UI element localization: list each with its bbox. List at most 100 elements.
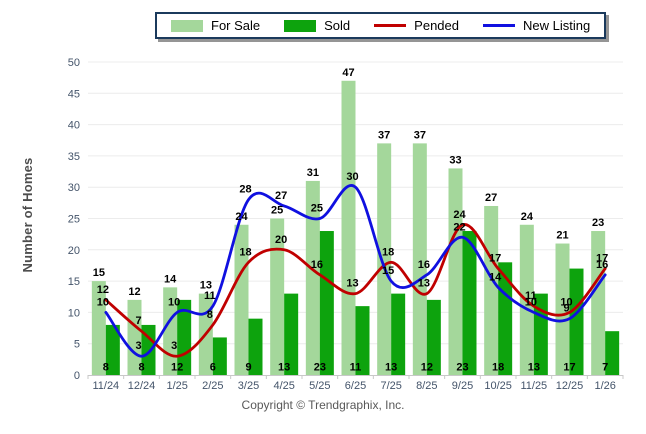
pended-value-label: 10: [560, 296, 572, 308]
copyright-text: Copyright © Trendgraphix, Inc.: [241, 398, 405, 412]
new-listing-value-label: 16: [596, 259, 608, 271]
pended-value-label: 7: [135, 315, 141, 327]
new-listing-value-label: 25: [311, 203, 323, 215]
new-listing-value-label: 27: [275, 190, 287, 202]
for-sale-swatch-icon: [171, 19, 203, 32]
x-tick-label: 5/25: [309, 380, 330, 392]
pended-value-label: 20: [275, 234, 287, 246]
pended-value-label: 16: [311, 259, 323, 271]
bar-for-sale: [234, 224, 249, 375]
sold-value-label: 13: [278, 362, 290, 374]
legend-item-for-sale: For Sale: [171, 18, 260, 33]
bar-sold: [141, 324, 156, 375]
legend-item-new-listing: New Listing: [483, 18, 590, 33]
bar-for-sale: [555, 243, 570, 375]
legend-label-sold: Sold: [324, 18, 351, 33]
sold-value-label: 8: [138, 362, 144, 374]
y-tick-label: 5: [74, 339, 80, 351]
y-tick-label: 35: [68, 151, 80, 163]
sold-value-label: 9: [245, 362, 251, 374]
bar-sold: [284, 293, 299, 375]
x-tick-label: 11/25: [520, 380, 547, 392]
new-listing-value-label: 3: [135, 340, 141, 352]
sold-value-label: 12: [171, 362, 183, 374]
sold-value-label: 13: [528, 362, 540, 374]
new-listing-value-label: 9: [563, 303, 569, 315]
pended-value-label: 13: [346, 278, 358, 290]
pended-value-label: 18: [382, 246, 394, 258]
pended-line-swatch-icon: [374, 24, 407, 27]
for-sale-value-label: 15: [93, 267, 105, 279]
x-tick-label: 8/25: [416, 380, 437, 392]
for-sale-value-label: 21: [556, 230, 568, 242]
y-tick-label: 15: [68, 276, 80, 288]
pended-value-label: 11: [525, 290, 537, 302]
sold-value-label: 17: [563, 362, 575, 374]
pended-value-label: 12: [97, 284, 109, 296]
y-tick-label: 50: [68, 57, 80, 69]
sold-value-label: 6: [210, 362, 216, 374]
legend-label-new-listing: New Listing: [523, 18, 591, 33]
bar-for-sale: [591, 231, 606, 375]
y-tick-label: 25: [68, 214, 80, 226]
pended-value-label: 24: [453, 209, 466, 221]
x-tick-label: 9/25: [452, 380, 473, 392]
bar-sold: [248, 318, 263, 375]
sold-value-label: 23: [456, 362, 468, 374]
bar-for-sale: [377, 143, 392, 375]
x-tick-label: 11/24: [92, 380, 119, 392]
new-listing-value-label: 10: [97, 296, 109, 308]
bar-sold: [319, 231, 334, 375]
x-tick-label: 1/26: [594, 380, 615, 392]
y-tick-label: 0: [74, 370, 80, 382]
for-sale-value-label: 27: [485, 192, 497, 204]
bar-for-sale: [91, 281, 106, 375]
sold-value-label: 13: [385, 362, 397, 374]
sold-value-label: 18: [492, 362, 504, 374]
sold-swatch-icon: [284, 19, 317, 32]
x-tick-label: 6/25: [345, 380, 366, 392]
bar-for-sale: [270, 218, 285, 375]
new-listing-value-label: 28: [239, 184, 251, 196]
sold-value-label: 11: [350, 362, 362, 374]
sold-value-label: 12: [421, 362, 433, 374]
x-tick-label: 2/25: [202, 380, 223, 392]
pended-line: [104, 223, 607, 358]
bar-sold: [391, 293, 406, 375]
legend-item-pended: Pended: [374, 18, 459, 33]
new-listing-value-label: 14: [489, 271, 502, 283]
y-tick-label: 10: [68, 307, 80, 319]
new-listing-value-label: 30: [346, 171, 358, 183]
new-listing-value-label: 15: [382, 265, 394, 277]
new-listing-value-label: 16: [418, 259, 430, 271]
bar-sold: [105, 324, 120, 375]
for-sale-value-label: 47: [342, 67, 354, 79]
x-tick-label: 12/25: [556, 380, 584, 392]
sold-value-label: 8: [103, 362, 109, 374]
x-tick-label: 10/25: [484, 380, 512, 392]
for-sale-value-label: 12: [128, 286, 140, 298]
for-sale-value-label: 33: [449, 154, 461, 166]
for-sale-value-label: 37: [414, 129, 426, 141]
bar-sold: [462, 231, 477, 375]
pended-value-label: 17: [596, 253, 608, 265]
y-tick-label: 20: [68, 245, 80, 257]
sold-value-label: 23: [314, 362, 326, 374]
x-tick-label: 12/24: [128, 380, 156, 392]
x-tick-label: 7/25: [380, 380, 401, 392]
bar-for-sale: [341, 80, 356, 375]
for-sale-value-label: 24: [521, 211, 534, 223]
sold-value-label: 7: [602, 362, 608, 374]
legend-label-pended: Pended: [414, 18, 459, 33]
legend-item-sold: Sold: [284, 18, 350, 33]
pended-value-label: 17: [489, 253, 501, 265]
bar-sold: [355, 306, 370, 375]
new-listing-value-label: 10: [168, 296, 180, 308]
new-listing-line: [104, 184, 607, 358]
y-tick-label: 30: [68, 182, 80, 194]
y-tick-label: 45: [68, 88, 80, 100]
for-sale-value-label: 24: [235, 211, 248, 223]
x-tick-label: 3/25: [238, 380, 259, 392]
y-axis-title: Number of Homes: [20, 157, 35, 273]
